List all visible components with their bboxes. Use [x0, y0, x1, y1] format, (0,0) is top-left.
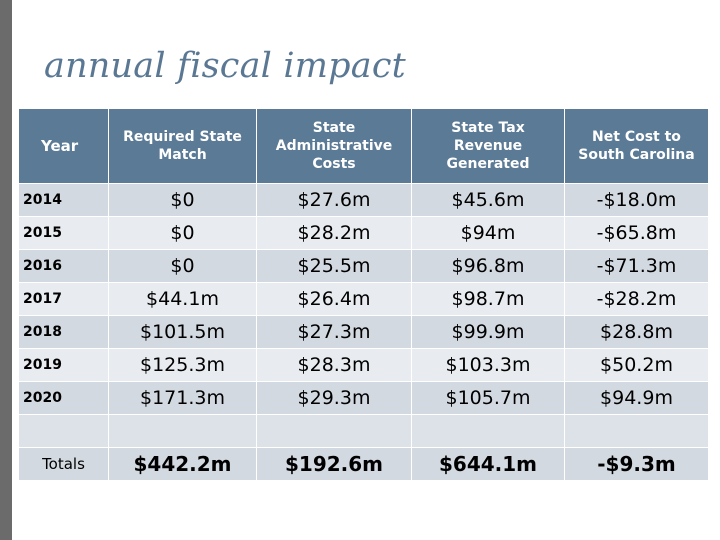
header-net-cost: Net Cost to South Carolina [564, 108, 709, 184]
cell-year: 2014 [18, 183, 109, 217]
header-tax-revenue: State Tax Revenue Generated [411, 108, 565, 184]
totals-label: Totals [18, 447, 109, 481]
fiscal-impact-table: Year Required State Match State Administ… [18, 108, 709, 481]
cell-tax-revenue: $99.9m [411, 315, 565, 349]
cell-tax-revenue: $45.6m [411, 183, 565, 217]
slide-title: annual fiscal impact [44, 46, 406, 86]
cell-admin-costs: $25.5m [256, 249, 412, 283]
left-accent-bar [0, 0, 12, 540]
cell-tax-revenue: $103.3m [411, 348, 565, 382]
table-spacer-row [18, 414, 709, 448]
cell-admin-costs: $28.2m [256, 216, 412, 250]
spacer-cell [256, 414, 412, 448]
header-year: Year [18, 108, 109, 184]
spacer-cell [411, 414, 565, 448]
table-row: 2016 $0 $25.5m $96.8m -$71.3m [18, 249, 709, 283]
header-required-match: Required State Match [108, 108, 257, 184]
table-row: 2018 $101.5m $27.3m $99.9m $28.8m [18, 315, 709, 349]
cell-tax-revenue: $105.7m [411, 381, 565, 415]
cell-year: 2016 [18, 249, 109, 283]
table-row: 2019 $125.3m $28.3m $103.3m $50.2m [18, 348, 709, 382]
cell-net-cost: -$18.0m [564, 183, 709, 217]
cell-net-cost: -$28.2m [564, 282, 709, 316]
cell-required-match: $0 [108, 183, 257, 217]
header-admin-costs: State Administrative Costs [256, 108, 412, 184]
spacer-cell [18, 414, 109, 448]
cell-required-match: $101.5m [108, 315, 257, 349]
cell-required-match: $0 [108, 216, 257, 250]
table-row: 2020 $171.3m $29.3m $105.7m $94.9m [18, 381, 709, 415]
total-required-match: $442.2m [108, 447, 257, 481]
cell-admin-costs: $29.3m [256, 381, 412, 415]
cell-net-cost: -$71.3m [564, 249, 709, 283]
cell-required-match: $171.3m [108, 381, 257, 415]
cell-year: 2017 [18, 282, 109, 316]
total-tax-revenue: $644.1m [411, 447, 565, 481]
cell-net-cost: $50.2m [564, 348, 709, 382]
cell-year: 2020 [18, 381, 109, 415]
cell-tax-revenue: $96.8m [411, 249, 565, 283]
table-header-row: Year Required State Match State Administ… [18, 108, 709, 184]
cell-admin-costs: $26.4m [256, 282, 412, 316]
cell-net-cost: $28.8m [564, 315, 709, 349]
total-admin-costs: $192.6m [256, 447, 412, 481]
totals-row: Totals $442.2m $192.6m $644.1m -$9.3m [18, 447, 709, 481]
cell-required-match: $44.1m [108, 282, 257, 316]
cell-required-match: $125.3m [108, 348, 257, 382]
cell-tax-revenue: $98.7m [411, 282, 565, 316]
table-row: 2014 $0 $27.6m $45.6m -$18.0m [18, 183, 709, 217]
cell-year: 2018 [18, 315, 109, 349]
table-row: 2015 $0 $28.2m $94m -$65.8m [18, 216, 709, 250]
total-net-cost: -$9.3m [564, 447, 709, 481]
table-row: 2017 $44.1m $26.4m $98.7m -$28.2m [18, 282, 709, 316]
cell-net-cost: $94.9m [564, 381, 709, 415]
cell-net-cost: -$65.8m [564, 216, 709, 250]
cell-admin-costs: $27.6m [256, 183, 412, 217]
cell-year: 2015 [18, 216, 109, 250]
cell-year: 2019 [18, 348, 109, 382]
cell-admin-costs: $27.3m [256, 315, 412, 349]
spacer-cell [564, 414, 709, 448]
cell-admin-costs: $28.3m [256, 348, 412, 382]
cell-required-match: $0 [108, 249, 257, 283]
cell-tax-revenue: $94m [411, 216, 565, 250]
spacer-cell [108, 414, 257, 448]
